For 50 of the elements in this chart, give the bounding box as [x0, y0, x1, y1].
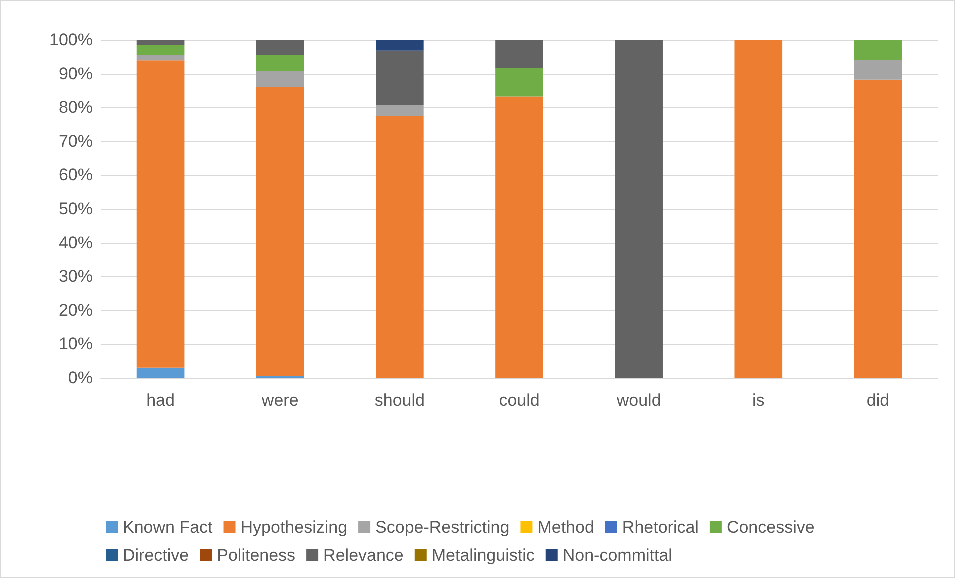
x-tick-label: should [374, 391, 425, 410]
y-tick-label: 10% [58, 334, 93, 354]
bar [136, 368, 185, 378]
y-tick-label: 50% [58, 200, 93, 218]
bar [615, 40, 663, 378]
x-tick-label: were [260, 391, 299, 410]
legend-label: Hypothesizing [240, 518, 348, 537]
legend-label: Known Fact [123, 518, 214, 537]
legend-label: Rhetorical [622, 518, 699, 537]
bar [496, 40, 544, 68]
legend-label: Metalinguistic [432, 546, 536, 565]
bar [136, 55, 185, 61]
y-tick-label: 40% [58, 233, 93, 252]
bar [256, 87, 304, 376]
bar [256, 56, 304, 72]
y-tick-label: 60% [58, 166, 93, 185]
bar [136, 60, 185, 368]
x-tick-label: had [146, 391, 175, 410]
bar [136, 45, 185, 56]
bar [734, 40, 783, 378]
legend-label: Directive [123, 546, 190, 565]
y-tick-label: 70% [58, 132, 93, 151]
y-tick-label: 100% [50, 30, 93, 50]
bar [854, 40, 902, 60]
bar [256, 71, 304, 88]
legend-label: Method [538, 518, 594, 537]
bar [854, 60, 902, 80]
bar [376, 40, 424, 51]
y-tick-label: 0% [68, 368, 93, 388]
y-tick-label: 20% [58, 300, 93, 320]
legend-label: Concessive [726, 518, 815, 537]
y-tick-label: 30% [58, 267, 93, 286]
legend-label: Politeness [217, 546, 296, 565]
y-tick-label: 90% [58, 64, 93, 84]
y-tick-label: 80% [58, 98, 93, 118]
legend-label: Relevance [324, 546, 404, 565]
bar [854, 80, 902, 378]
bar [496, 68, 544, 97]
bar [376, 116, 424, 378]
bar [136, 40, 185, 46]
x-tick-label: could [499, 391, 540, 410]
legend-label: Scope-Restricting [376, 518, 510, 537]
bar [256, 40, 304, 56]
x-tick-label: is [752, 391, 765, 410]
bar [376, 50, 424, 106]
x-tick-label: did [866, 391, 890, 410]
bar [496, 96, 544, 378]
legend-label: Non-committal [562, 546, 672, 565]
bar [376, 106, 424, 116]
x-tick-label: would [616, 391, 662, 410]
